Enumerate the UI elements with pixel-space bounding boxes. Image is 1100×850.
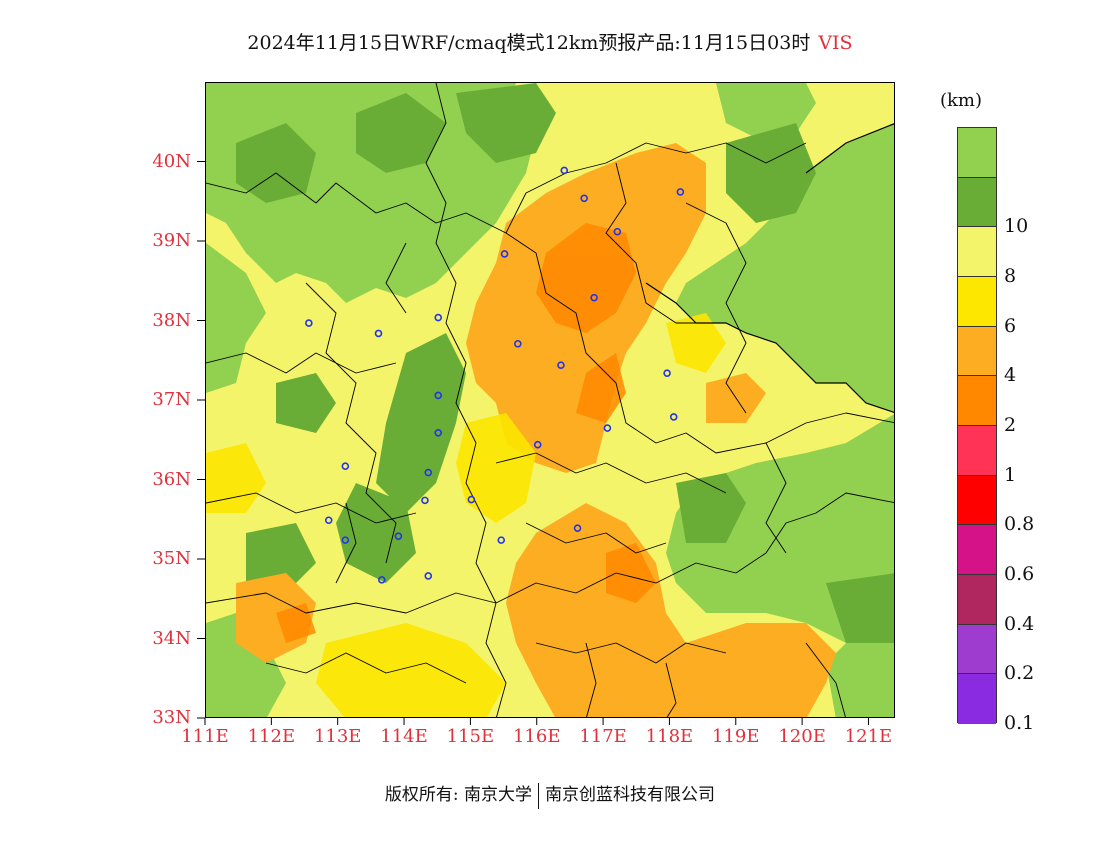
city-marker: [394, 532, 403, 540]
colorbar-level-label: 2: [1004, 414, 1017, 436]
longitude-label: 121E: [844, 726, 893, 747]
city-marker: [573, 524, 582, 533]
city-marker: [341, 536, 350, 544]
city-marker: [500, 250, 509, 258]
city-marker: [467, 495, 476, 504]
city-marker: [514, 339, 522, 348]
latitude-label: 35N: [152, 548, 191, 569]
colorbar-segment: [958, 624, 996, 675]
copyright-footer: 版权所有: 南京大学 南京创蓝科技有限公司: [0, 780, 1100, 809]
city-marker: [560, 166, 569, 175]
colorbar-segment: [958, 674, 996, 724]
colorbar-segment: [958, 575, 996, 625]
city-marker: [424, 468, 433, 477]
longitude-label: 120E: [778, 726, 826, 747]
colorbar-level-label: 8: [1004, 265, 1017, 287]
coastline-north: [805, 123, 894, 174]
city-marker: [669, 413, 678, 421]
colorbar-level-label: 0.1: [1004, 712, 1035, 734]
city-marker: [434, 391, 443, 400]
city-marker: [557, 361, 565, 370]
colorbar-level-label: 0.8: [1004, 513, 1035, 536]
city-marker: [421, 496, 429, 505]
colorbar-level-label: 4: [1004, 364, 1017, 387]
footer-separator: [538, 782, 540, 809]
map-plot-area: [205, 82, 895, 718]
colorbar-level-label: 0.2: [1004, 662, 1035, 685]
colorbar: [957, 127, 997, 724]
longitude-label: 115E: [446, 726, 495, 747]
city-marker: [676, 188, 685, 196]
city-marker: [533, 440, 542, 449]
longitude-label: 111E: [181, 726, 229, 747]
title-text: 2024年11月15日WRF/cmaq模式12km预报产品:11月15日03时: [247, 32, 811, 54]
visibility-4-6-regions: [206, 313, 726, 717]
latitude-label: 38N: [152, 309, 191, 331]
city-marker: [580, 194, 588, 203]
colorbar-segment: [958, 426, 996, 476]
city-markers: [305, 166, 685, 584]
colorbar-level-label: 10: [1004, 215, 1029, 238]
longitude-label: 118E: [645, 726, 694, 747]
city-marker: [434, 313, 443, 322]
city-marker: [341, 462, 350, 470]
colorbar-level-label: 0.4: [1004, 612, 1035, 635]
longitude-label: 114E: [380, 726, 428, 747]
city-marker: [305, 319, 313, 327]
colorbar-segment: [958, 326, 996, 377]
longitude-label: 119E: [712, 726, 760, 747]
colorbar-segment: [958, 277, 996, 327]
admin-boundaries: [206, 83, 894, 717]
city-marker: [590, 293, 598, 302]
city-marker: [374, 329, 383, 338]
colorbar-level-label: 0.6: [1004, 563, 1035, 585]
colorbar-level-label: 6: [1004, 314, 1017, 337]
colorbar-unit: (km): [940, 90, 983, 111]
colorbar-segment: [958, 475, 996, 526]
latitude-label: 34N: [152, 627, 191, 649]
colorbar-segment: [958, 177, 996, 228]
city-marker: [497, 536, 506, 544]
city-marker: [603, 424, 612, 432]
longitude-label: 117E: [579, 726, 627, 747]
colorbar-segment: [958, 376, 996, 426]
visibility-8-10-regions: [236, 83, 894, 643]
latitude-label: 39N: [152, 230, 191, 251]
colorbar-segment: [958, 128, 996, 178]
city-marker: [378, 576, 386, 584]
copyright-text: 版权所有: 南京大学: [384, 785, 533, 805]
title-variable: VIS: [818, 32, 853, 54]
colorbar-segment: [958, 227, 996, 277]
city-marker: [613, 227, 622, 236]
map-title: 2024年11月15日WRF/cmaq模式12km预报产品:11月15日03时 V…: [0, 28, 1100, 55]
visibility-map: [206, 83, 894, 717]
longitude-label: 116E: [512, 726, 561, 747]
latitude-label: 33N: [152, 707, 191, 728]
city-marker: [434, 428, 443, 437]
longitude-label: 113E: [313, 726, 362, 747]
colorbar-segment: [958, 525, 996, 575]
colorbar-level-label: 1: [1004, 463, 1017, 486]
city-marker: [324, 516, 333, 525]
latitude-label: 37N: [152, 389, 191, 410]
city-marker: [663, 369, 671, 377]
coastline: [645, 282, 894, 413]
company-name: 南京创蓝科技有限公司: [545, 785, 716, 805]
longitude-label: 112E: [247, 726, 296, 747]
city-marker: [424, 572, 433, 580]
latitude-label: 40N: [152, 150, 191, 172]
latitude-label: 36N: [152, 468, 191, 490]
